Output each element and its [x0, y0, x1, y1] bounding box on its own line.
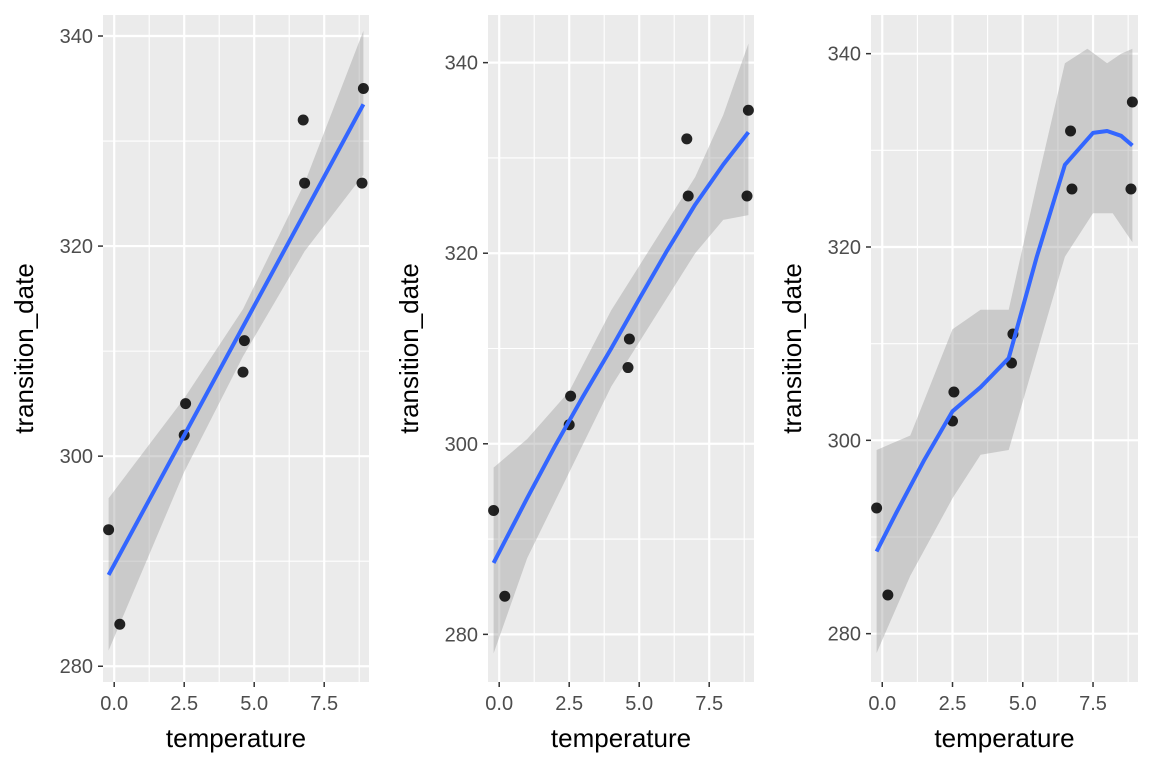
data-point — [682, 190, 694, 202]
y-tick-label: 320 — [828, 237, 861, 259]
axes: 0.0 2.5 5.0 7.5 280 300 320 340 — [445, 53, 723, 715]
x-tick-label: 0.0 — [868, 693, 896, 715]
x-axis-title: temperature — [551, 723, 691, 753]
y-tick-label: 280 — [60, 656, 93, 678]
x-tick-label: 7.5 — [1079, 693, 1107, 715]
data-point — [1126, 96, 1138, 108]
x-axis-title: temperature — [166, 723, 306, 753]
data-point — [180, 398, 192, 410]
x-tick-label: 2.5 — [939, 693, 967, 715]
data-point — [948, 386, 960, 398]
data-point — [871, 502, 883, 514]
chart-panel-3: 0.0 2.5 5.0 7.5 280 300 320 340 temperature trans… — [777, 15, 1138, 753]
y-tick-label: 280 — [445, 624, 478, 646]
data-point — [356, 177, 368, 189]
data-point — [565, 390, 577, 402]
data-point — [499, 590, 511, 602]
x-tick-label: 2.5 — [555, 693, 583, 715]
trend-line — [106, 103, 366, 576]
data-points — [488, 104, 754, 602]
data-point — [114, 618, 126, 630]
y-tick-label: 320 — [445, 243, 478, 265]
data-point — [741, 190, 753, 202]
data-point — [103, 524, 115, 536]
data-point — [742, 104, 754, 116]
data-point — [622, 362, 634, 374]
data-point — [1065, 125, 1077, 137]
y-tick-label: 320 — [60, 236, 93, 258]
grid — [488, 15, 754, 682]
x-tick-label: 2.5 — [170, 693, 198, 715]
data-point — [488, 504, 500, 516]
data-point — [299, 177, 311, 189]
data-point — [237, 366, 249, 378]
axes: 0.0 2.5 5.0 7.5 280 300 320 340 — [828, 44, 1107, 715]
y-tick-label: 300 — [60, 446, 93, 468]
y-tick-label: 300 — [828, 430, 861, 452]
y-tick-label: 340 — [60, 26, 93, 48]
data-point — [297, 114, 309, 126]
trend-line — [874, 129, 1134, 553]
confidence-band — [876, 48, 1133, 654]
chart-panel-2: 0.0 2.5 5.0 7.5 280 300 320 340 temperature trans… — [394, 15, 754, 753]
x-tick-label: 7.5 — [310, 693, 338, 715]
y-tick-label: 340 — [445, 53, 478, 75]
trend-line — [491, 130, 750, 564]
data-point — [357, 83, 369, 95]
x-axis-title: temperature — [934, 723, 1074, 753]
y-tick-label: 280 — [828, 624, 861, 646]
data-point — [1066, 183, 1078, 195]
y-axis-title: transition_date — [777, 263, 807, 434]
grid — [103, 15, 369, 682]
x-tick-label: 0.0 — [100, 693, 128, 715]
x-tick-label: 5.0 — [240, 693, 268, 715]
y-tick-label: 340 — [828, 44, 861, 66]
x-tick-label: 5.0 — [1009, 693, 1037, 715]
y-axis-title: transition_date — [394, 263, 424, 434]
chart-panel-1: 0.0 2.5 5.0 7.5 280 300 320 340 temperature trans… — [9, 15, 369, 753]
x-tick-label: 0.0 — [485, 693, 513, 715]
axes: 0.0 2.5 5.0 7.5 280 300 320 340 — [60, 26, 338, 715]
y-axis-title: transition_date — [9, 263, 39, 434]
x-tick-label: 5.0 — [625, 693, 653, 715]
data-point — [1125, 183, 1137, 195]
data-point — [681, 133, 693, 145]
y-tick-label: 300 — [445, 434, 478, 456]
data-point — [238, 335, 250, 347]
data-point — [623, 333, 635, 345]
x-tick-label: 7.5 — [695, 693, 723, 715]
data-point — [882, 589, 894, 601]
grid — [871, 15, 1138, 682]
